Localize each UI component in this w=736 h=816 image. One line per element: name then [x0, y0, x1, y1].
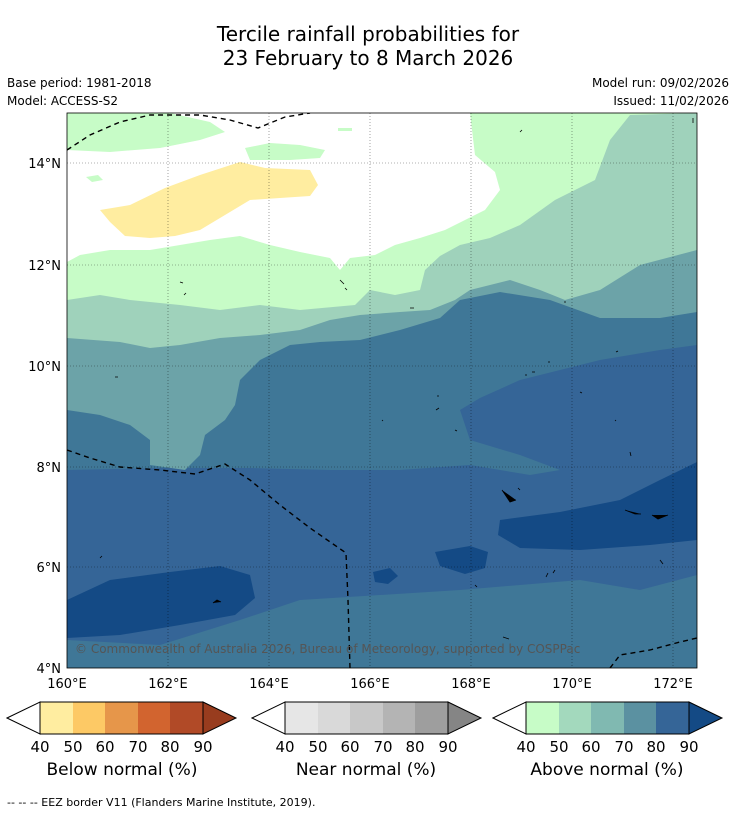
colorbar-swatch	[105, 702, 138, 734]
colorbar-tick: 50	[308, 738, 327, 756]
colorbar-swatch	[656, 702, 689, 734]
colorbar-near-low-arrow	[251, 701, 286, 735]
title-line-1: Tercile rainfall probabilities for	[216, 22, 520, 46]
lon-label: 168°E	[451, 677, 491, 692]
colorbar-above-swatches	[526, 702, 689, 734]
colorbar-below-low-arrow	[6, 701, 41, 735]
colorbar-below-label: Below normal (%)	[46, 760, 198, 780]
lat-label: 10°N	[28, 360, 61, 375]
meta-left: Base period: 1981-2018 Model: ACCESS-S2	[7, 74, 152, 110]
colorbar-tick: 40	[30, 738, 49, 756]
lat-label: 4°N	[37, 662, 62, 677]
colorbar-swatch	[591, 702, 624, 734]
issued-date: Issued: 11/02/2026	[613, 94, 729, 108]
colorbar-tick: 50	[63, 738, 82, 756]
patch-below-40	[100, 162, 318, 238]
colorbar-tick: 70	[128, 738, 147, 756]
colorbar-swatch	[285, 702, 318, 734]
probability-field	[67, 113, 697, 668]
colorbar-below-swatches	[40, 702, 203, 734]
colorbar-swatch	[350, 702, 383, 734]
colorbar-below-frame	[39, 701, 204, 735]
colorbar-tick: 40	[275, 738, 294, 756]
colorbar-tick: 90	[193, 738, 212, 756]
colorbar-near-label: Near normal (%)	[295, 760, 437, 780]
title-line-2: 23 February to 8 March 2026	[222, 46, 514, 70]
colorbar-above-frame	[525, 701, 690, 735]
band-above-90-b	[498, 462, 697, 550]
lon-labels: 160°E 162°E 164°E 166°E 168°E 170°E 172°…	[47, 677, 693, 692]
colorbar-tick: 60	[340, 738, 359, 756]
colorbar-tick: 50	[549, 738, 568, 756]
band-above-90-a	[67, 566, 255, 638]
colorbar-tick: 80	[405, 738, 424, 756]
band-above-90-d	[373, 568, 398, 584]
colorbar-tick: 70	[373, 738, 392, 756]
colorbar-swatch	[170, 702, 203, 734]
map-title: Tercile rainfall probabilities for 23 Fe…	[0, 22, 736, 70]
patch-above-40-c	[338, 128, 352, 131]
model-run: Model run: 09/02/2026	[591, 76, 729, 90]
patch-above-40-d	[86, 175, 103, 182]
colorbar-above: 40 50 60 70 80 90	[492, 701, 724, 756]
colorbar-swatch	[318, 702, 350, 734]
lon-label: 166°E	[350, 677, 390, 692]
colorbar-swatch	[526, 702, 559, 734]
colorbar-below-ticks: 40 50 60 70 80 90	[30, 738, 212, 756]
lon-label: 160°E	[47, 677, 87, 692]
colorbar-near-high-arrow	[447, 701, 483, 735]
colorbar-near-ticks: 40 50 60 70 80 90	[275, 738, 457, 756]
lat-labels: 14°N 12°N 10°N 8°N 6°N 4°N	[28, 157, 61, 677]
eez-borders	[67, 113, 697, 668]
colorbar-above-label: Above normal (%)	[530, 760, 684, 780]
lat-label: 6°N	[37, 561, 62, 576]
model-name: Model: ACCESS-S2	[7, 94, 119, 108]
meta-right: Model run: 09/02/2026 Issued: 11/02/2026	[592, 74, 729, 110]
copyright-text: © Commonwealth of Australia 2026, Bureau…	[75, 642, 580, 656]
lon-label: 162°E	[148, 677, 188, 692]
colorbar-swatch	[138, 702, 170, 734]
colorbar-tick: 60	[95, 738, 114, 756]
colorbar-swatch	[40, 702, 73, 734]
eez-legend-note: -- -- -- EEZ border V11 (Flanders Marine…	[7, 796, 316, 809]
colorbar-above-high-arrow	[688, 701, 724, 735]
colorbar-tick: 80	[646, 738, 665, 756]
colorbar-swatch	[383, 702, 415, 734]
plot-frame	[66, 112, 698, 669]
patch-above-40-b	[245, 143, 325, 160]
lat-label: 12°N	[28, 259, 61, 274]
lon-label: 172°E	[653, 677, 693, 692]
islands	[99, 118, 694, 640]
colorbar-near-frame	[284, 701, 449, 735]
colorbar-swatch	[624, 702, 656, 734]
colorbar-swatch	[73, 702, 105, 734]
colorbar-tick: 80	[160, 738, 179, 756]
colorbar-tick: 90	[438, 738, 457, 756]
colorbar-below-high-arrow	[202, 701, 238, 735]
lon-label: 170°E	[552, 677, 592, 692]
band-above-70-lower	[67, 575, 697, 668]
colorbar-swatch	[559, 702, 591, 734]
colorbar-below: 40 50 60 70 80 90	[6, 701, 238, 756]
colorbar-above-ticks: 40 50 60 70 80 90	[516, 738, 698, 756]
colorbar-tick: 60	[581, 738, 600, 756]
lat-label: 14°N	[28, 157, 61, 172]
colorbar-near-swatches	[285, 702, 448, 734]
colorbar-above-low-arrow	[492, 701, 527, 735]
gridlines	[67, 113, 697, 668]
lon-label: 164°E	[249, 677, 289, 692]
lat-label: 8°N	[37, 461, 62, 476]
colorbar-tick: 40	[516, 738, 535, 756]
colorbar-swatch	[415, 702, 448, 734]
patch-above-40-a	[67, 113, 225, 152]
colorbar-tick: 70	[614, 738, 633, 756]
map: © Commonwealth of Australia 2026, Bureau…	[28, 112, 698, 692]
base-period: Base period: 1981-2018	[7, 76, 152, 90]
colorbar-near: 40 50 60 70 80 90	[251, 701, 483, 756]
colorbar-tick: 90	[679, 738, 698, 756]
